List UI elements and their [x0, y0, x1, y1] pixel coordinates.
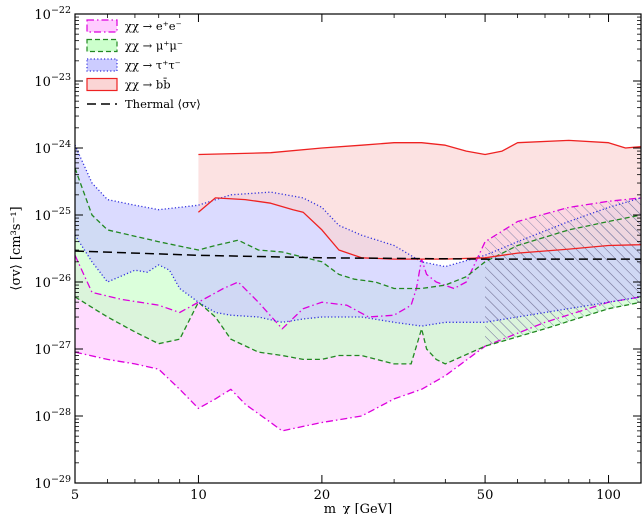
y-tick-label: 10−23 — [34, 72, 71, 90]
x-tick-label: 5 — [71, 488, 79, 503]
series-upper-line — [75, 167, 641, 290]
axis-tick-labels: 5 10 20 50 100 10−29 10−28 10−27 10−26 10−25 10−24… — [34, 5, 621, 503]
x-tick-label: 20 — [314, 488, 331, 503]
plot-frame — [74, 13, 642, 484]
y-tick-label: 10−24 — [34, 139, 71, 157]
series-lines — [75, 139, 641, 432]
axis-ticks — [74, 13, 641, 484]
legend-swatch-series — [86, 58, 118, 72]
legend-label-bb: χχ → bb̄ — [125, 78, 171, 92]
e-e-lower-line — [75, 296, 641, 432]
y-tick-label: 10−25 — [34, 206, 71, 224]
legend-label-thermal-v: Thermal ⟨σv⟩ — [125, 97, 201, 111]
x-tick-label: 10 — [190, 488, 207, 503]
legend-swatch-bb — [86, 77, 118, 92]
hatch-series — [485, 197, 641, 323]
hatched-regions — [485, 197, 641, 347]
y-tick-label: 10−22 — [34, 5, 71, 23]
legend-label-series: χχ → μ⁺μ⁻ — [125, 39, 183, 53]
bb-upper-line — [198, 139, 641, 156]
legend: χχ → e⁺e⁻ χχ → μ⁺μ⁻ χχ → τ⁺τ⁻ χχ → bb̄ Therm… — [86, 19, 201, 111]
x-axis-label: m_χ [GeV] — [324, 502, 392, 514]
legend-label-series: χχ → τ⁺τ⁻ — [125, 58, 181, 72]
series-lower-line — [75, 234, 641, 327]
series-upper-line — [75, 144, 641, 268]
series-lower-line — [75, 296, 641, 365]
thermal-line — [75, 250, 641, 260]
y-tick-label: 10−29 — [34, 474, 71, 492]
legend-label-e-e: χχ → e⁺e⁻ — [125, 19, 182, 33]
x-tick-label: 100 — [596, 488, 621, 503]
y-axis-label: ⟨σv⟩ [cm³s⁻¹] — [9, 206, 24, 290]
legend-swatch-e-e — [86, 19, 118, 33]
x-tick-label: 50 — [477, 488, 494, 503]
legend-swatch-series — [86, 38, 118, 53]
y-tick-label: 10−28 — [34, 407, 71, 425]
y-tick-label: 10−26 — [34, 273, 71, 291]
y-tick-label: 10−27 — [34, 340, 71, 358]
